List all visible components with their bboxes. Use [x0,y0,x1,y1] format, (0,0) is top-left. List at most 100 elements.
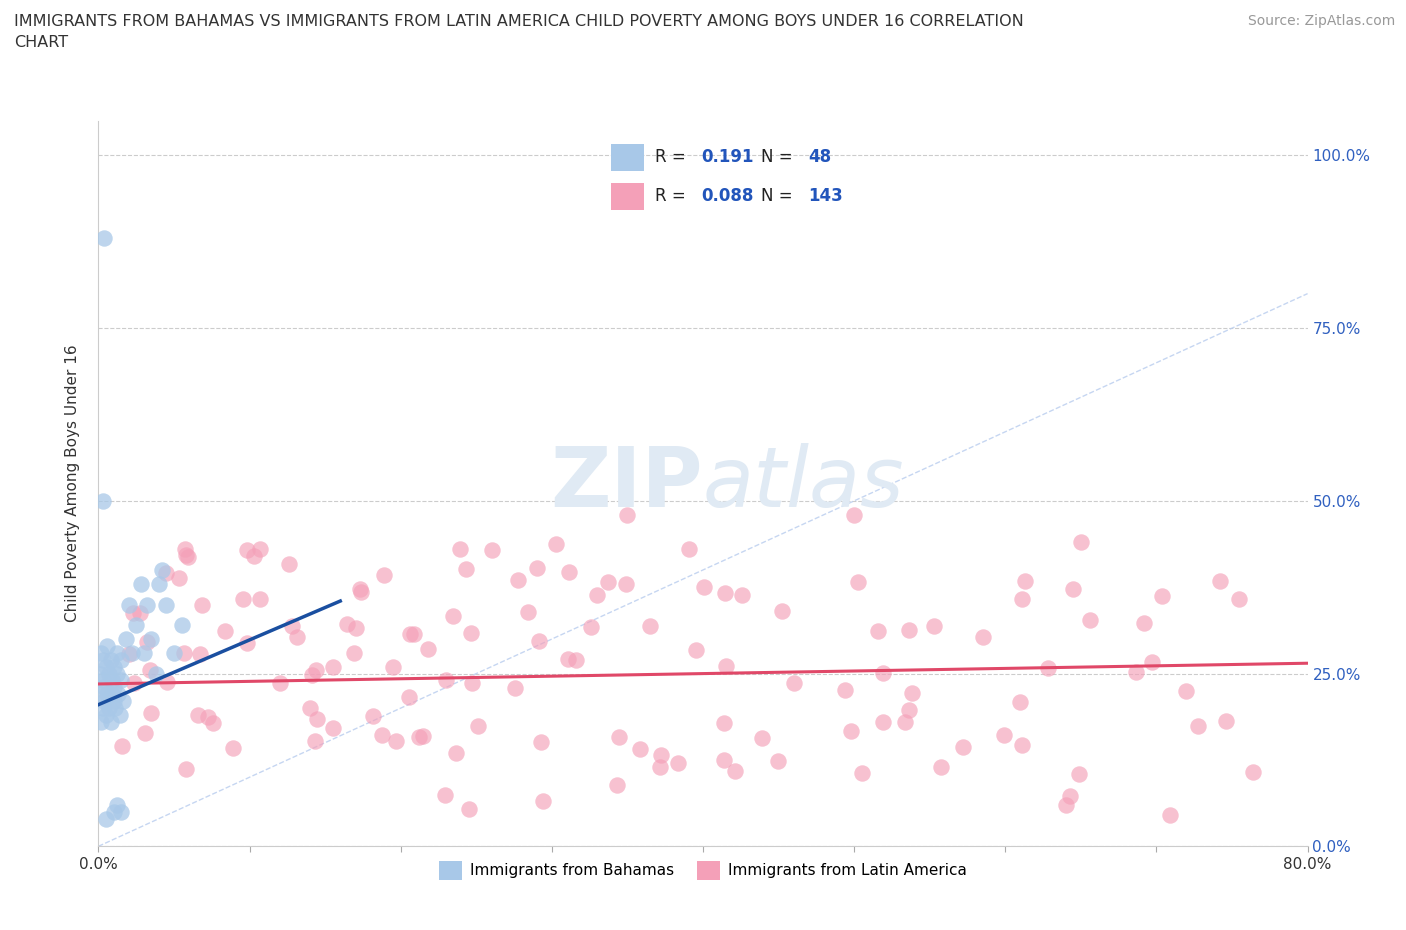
Point [526,561,548,576]
Point [249,541,271,556]
Point [141,706,163,721]
Point [108,708,131,723]
Point [783,675,806,690]
Point [148,577,170,591]
Point [111,694,134,709]
Point [678,541,700,556]
Point [197,710,219,724]
Point [402,626,425,641]
Point [714,586,737,601]
Point [105,797,128,812]
Point [531,794,554,809]
Point [1011,737,1033,752]
Point [93,231,115,246]
Point [91,494,114,509]
Point [546,537,568,551]
Point [163,645,186,660]
Point [418,642,440,657]
Point [91,652,114,667]
Point [122,606,145,621]
Point [834,683,856,698]
Point [221,740,243,755]
Point [872,666,894,681]
Point [129,577,152,591]
Point [232,591,254,606]
Point [506,573,529,588]
Point [285,629,308,644]
Point [103,659,125,674]
Point [298,701,321,716]
Point [125,618,148,632]
Point [1133,616,1156,631]
Point [269,675,291,690]
Point [952,740,974,755]
Point [565,653,588,668]
Point [103,680,125,695]
Point [638,618,661,633]
Point [278,557,301,572]
Point [648,760,671,775]
Point [1140,655,1163,670]
Point [1054,797,1077,812]
Point [94,811,117,826]
Text: IMMIGRANTS FROM BAHAMAS VS IMMIGRANTS FROM LATIN AMERICA CHILD POVERTY AMONG BOY: IMMIGRANTS FROM BAHAMAS VS IMMIGRANTS FR… [14,14,1024,50]
Point [993,727,1015,742]
Point [135,597,157,612]
Point [110,673,132,688]
Point [770,604,793,618]
Point [872,715,894,730]
Point [1209,574,1232,589]
Point [373,568,395,583]
Text: ZIP: ZIP [551,443,703,525]
Point [454,562,477,577]
Point [100,652,122,667]
Point [898,703,921,718]
Point [972,630,994,644]
Point [1062,581,1084,596]
Point [922,618,945,633]
Point [481,542,503,557]
Point [104,700,127,715]
Point [1175,684,1198,698]
Point [370,727,392,742]
Point [110,652,132,667]
Point [579,620,602,635]
Point [441,609,464,624]
Point [91,700,114,715]
Point [281,618,304,633]
Point [90,645,112,660]
Text: atlas: atlas [703,443,904,525]
Point [118,597,141,612]
Point [1159,808,1181,823]
Point [685,643,707,658]
Point [249,591,271,606]
Point [449,541,471,556]
Point [606,777,628,792]
Point [766,754,789,769]
Point [666,755,689,770]
Point [408,729,430,744]
Point [458,802,481,817]
Point [1070,535,1092,550]
Point [98,700,121,715]
Point [91,673,114,688]
Point [1215,714,1237,729]
Point [460,626,482,641]
Point [322,721,344,736]
Point [138,663,160,678]
Point [336,617,359,631]
Point [412,728,434,743]
Point [98,666,121,681]
Point [557,652,579,667]
Point [301,667,323,682]
Point [616,507,638,522]
Point [866,624,889,639]
Legend: Immigrants from Bahamas, Immigrants from Latin America: Immigrants from Bahamas, Immigrants from… [433,855,973,885]
Point [713,715,735,730]
Point [399,626,422,641]
Point [844,507,866,522]
Point [188,646,211,661]
Point [1010,694,1032,709]
Point [94,659,117,674]
Point [628,741,651,756]
